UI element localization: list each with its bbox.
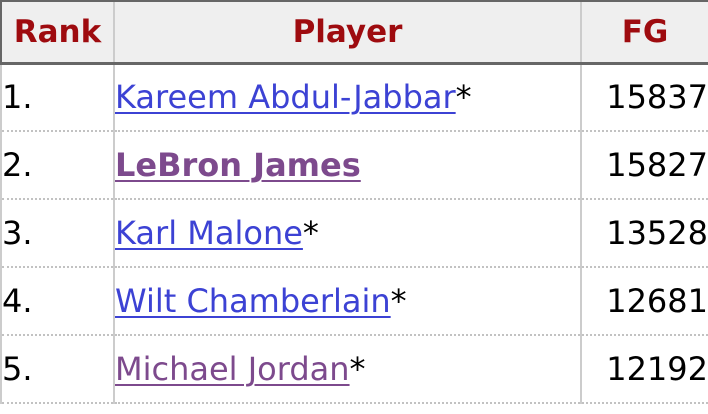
player-link[interactable]: Michael Jordan — [115, 350, 350, 388]
player-cell: Karl Malone* — [113, 199, 581, 268]
table-row: 5. Michael Jordan* 12192 — [0, 335, 708, 404]
rank-cell: 3. — [0, 199, 114, 268]
hof-asterisk: * — [349, 350, 366, 388]
fg-leaders-table: Rank Player FG 1. Kareem Abdul-Jabbar* 1… — [0, 0, 708, 404]
table-row: 3. Karl Malone* 13528 — [0, 199, 708, 268]
player-link[interactable]: Kareem Abdul-Jabbar — [115, 78, 456, 117]
fg-value: 12681 — [606, 282, 708, 320]
player-cell: LeBron James — [113, 131, 581, 200]
rank-cell: 4. — [0, 267, 114, 336]
player-link[interactable]: Karl Malone — [115, 214, 303, 252]
hof-asterisk: * — [390, 282, 407, 320]
table-row: 1. Kareem Abdul-Jabbar* 15837 — [0, 63, 708, 132]
rank-value: 1. — [2, 78, 33, 117]
rank-cell: 2. — [0, 131, 114, 200]
player-link[interactable]: LeBron James — [115, 146, 361, 184]
rank-value: 2. — [2, 146, 33, 184]
rank-cell: 1. — [0, 63, 114, 132]
rank-cell: 5. — [0, 335, 114, 404]
rank-value: 5. — [2, 350, 33, 388]
column-header-rank: Rank — [0, 0, 114, 65]
fg-cell: 12192 — [580, 335, 708, 404]
fg-cell: 12681 — [580, 267, 708, 336]
table-row: 4. Wilt Chamberlain* 12681 — [0, 267, 708, 336]
fg-cell: 15837 — [580, 63, 708, 132]
player-cell: Michael Jordan* — [113, 335, 581, 404]
hof-asterisk: * — [302, 214, 319, 252]
hof-asterisk: * — [455, 78, 472, 117]
fg-cell: 15827 — [580, 131, 708, 200]
fg-value: 15827 — [606, 146, 708, 184]
player-link[interactable]: Wilt Chamberlain — [115, 282, 391, 320]
column-header-fg: FG — [580, 0, 708, 65]
table-row: 2. LeBron James 15827 — [0, 131, 708, 200]
column-header-player: Player — [113, 0, 581, 65]
fg-value: 12192 — [606, 350, 708, 388]
player-cell: Kareem Abdul-Jabbar* — [113, 63, 581, 132]
fg-value: 13528 — [606, 214, 708, 252]
fg-cell: 13528 — [580, 199, 708, 268]
rank-value: 4. — [2, 282, 33, 320]
table-body: 1. Kareem Abdul-Jabbar* 15837 2. LeBron … — [0, 63, 708, 404]
rank-value: 3. — [2, 214, 33, 252]
fg-value: 15837 — [606, 78, 708, 117]
player-cell: Wilt Chamberlain* — [113, 267, 581, 336]
header-row: Rank Player FG — [0, 0, 708, 65]
